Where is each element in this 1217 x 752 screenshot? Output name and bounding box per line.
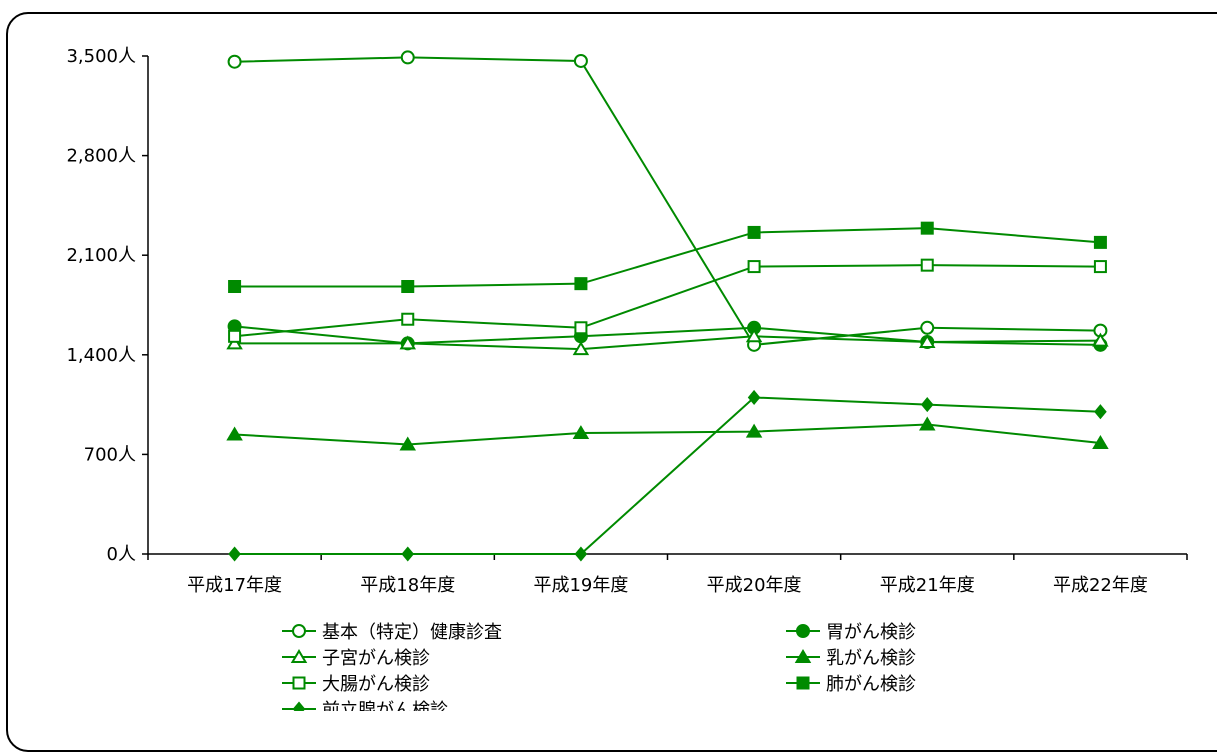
y-tick-label: 2,100人 [66, 245, 136, 266]
series-6 [228, 221, 1107, 294]
data-point [920, 320, 935, 335]
data-point [401, 546, 415, 562]
data-point [574, 277, 588, 291]
legend-item: 子宮がん検診 [282, 648, 430, 669]
legend-item: 乳がん検診 [786, 648, 916, 669]
data-point [920, 221, 934, 235]
data-point [399, 436, 417, 451]
legend-label: 胃がん検診 [826, 622, 916, 643]
data-point [745, 423, 763, 438]
x-tick-label: 平成21年度 [880, 575, 975, 596]
series-line [234, 396, 1101, 555]
x-tick-label: 平成18年度 [360, 575, 455, 596]
legend-label: 子宮がん検診 [322, 648, 430, 669]
series-2 [227, 319, 1108, 352]
series-7 [228, 389, 1107, 562]
data-point [574, 546, 588, 562]
data-point [1092, 435, 1109, 450]
legend-item: 基本（特定）健康診査 [282, 622, 502, 643]
data-point [747, 389, 761, 406]
series-3 [226, 328, 1109, 356]
data-point [1094, 404, 1107, 420]
series-line [234, 423, 1101, 446]
x-tick-label: 平成19年度 [533, 575, 628, 596]
legend-marker [292, 701, 306, 711]
data-point [401, 280, 415, 294]
legend-marker [796, 676, 810, 690]
data-point [227, 54, 242, 69]
data-point [574, 321, 588, 335]
data-point [918, 334, 936, 348]
series-1 [227, 50, 1108, 352]
series-4 [226, 416, 1109, 451]
legend-item: 肺がん検診 [786, 674, 916, 695]
legend-item: 胃がん検診 [786, 622, 916, 643]
legend-label: 乳がん検診 [826, 648, 916, 669]
series-line [234, 56, 1101, 346]
data-point [747, 260, 761, 274]
data-point [400, 50, 415, 65]
data-point [573, 53, 588, 68]
x-tick-label: 平成17年度 [187, 575, 282, 596]
legend-marker [290, 649, 308, 663]
y-tick-label: 3,500人 [66, 46, 136, 67]
y-tick-label: 1,400人 [66, 345, 136, 366]
data-point [228, 329, 242, 343]
data-point [918, 416, 936, 431]
data-point [920, 258, 934, 272]
legend-marker [796, 624, 810, 638]
series-line [234, 264, 1101, 338]
y-tick-label: 0人 [107, 544, 136, 565]
data-point [920, 397, 934, 413]
legend-item: 大腸がん検診 [282, 674, 430, 695]
legend-marker [292, 676, 306, 690]
data-point [228, 280, 242, 294]
legend-label: 大腸がん検診 [322, 674, 430, 695]
data-point [745, 328, 763, 343]
series-5 [228, 258, 1107, 343]
x-tick-label: 平成22年度 [1053, 575, 1148, 596]
data-point [401, 312, 415, 326]
series-line [234, 227, 1101, 288]
data-point [226, 426, 243, 441]
data-point [572, 425, 590, 440]
data-point [1093, 235, 1107, 249]
data-point [399, 335, 417, 350]
y-tick-label: 2,800人 [66, 146, 136, 167]
x-tick-label: 平成20年度 [707, 575, 802, 596]
legend-label: 前立腺がん検診 [322, 700, 448, 711]
data-point [1092, 332, 1109, 347]
y-tick-label: 700人 [84, 444, 136, 465]
series-line [234, 335, 1101, 351]
data-point [1093, 260, 1107, 274]
legend-label: 基本（特定）健康診査 [322, 622, 502, 643]
legend-marker [292, 624, 306, 638]
data-point [226, 335, 243, 350]
legend-label: 肺がん検診 [826, 674, 916, 695]
chart-series [226, 50, 1109, 562]
data-point [747, 225, 761, 239]
data-point [572, 341, 590, 356]
data-point [228, 546, 241, 562]
legend-marker [794, 649, 812, 663]
legend-item: 前立腺がん検診 [282, 700, 448, 711]
